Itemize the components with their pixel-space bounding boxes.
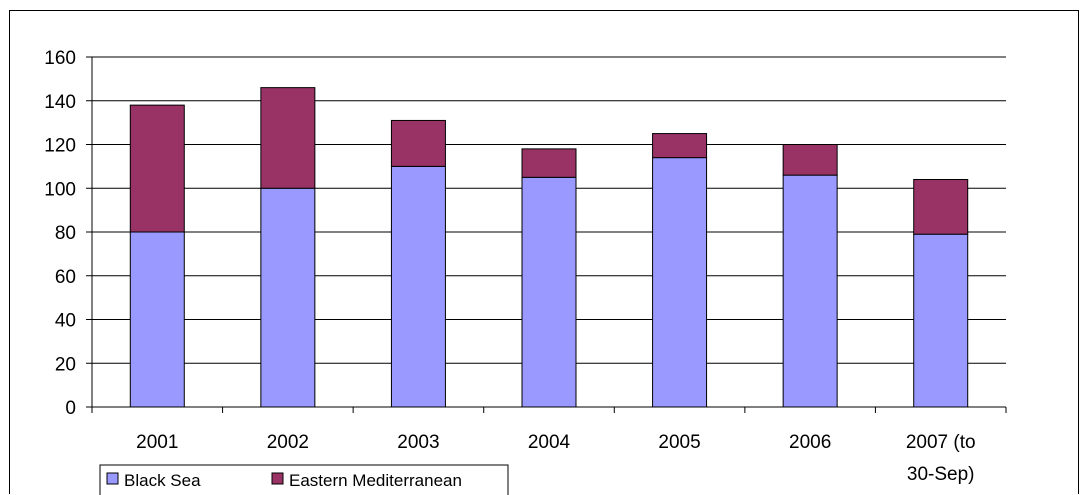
bar-eastern-mediterranean (390, 119, 446, 167)
bars (129, 87, 969, 408)
y-tick-label: 100 (44, 179, 76, 200)
y-tick-label: 0 (65, 398, 76, 419)
x-tick-label: 2004 (528, 432, 571, 453)
bar-black-sea (521, 176, 577, 408)
bar-eastern-mediterranean (521, 148, 577, 178)
bar-black-sea (260, 187, 316, 408)
x-tick-label: 2001 (136, 432, 178, 453)
legend-swatch (271, 472, 284, 485)
y-tick-label: 120 (44, 136, 76, 157)
y-tick-label: 60 (55, 267, 76, 288)
bar-eastern-mediterranean (913, 179, 969, 235)
legend-label: Eastern Mediterranean (289, 471, 462, 490)
x-tick-label: 2006 (789, 432, 831, 453)
y-tick-label: 80 (55, 223, 76, 244)
x-tick-label: 2003 (397, 432, 439, 453)
bar-black-sea (652, 157, 708, 408)
bar-black-sea (129, 231, 185, 408)
bar-black-sea (390, 165, 446, 408)
x-tick-label: 30-Sep) (907, 464, 975, 485)
x-tick-label: 2007 (to (906, 432, 976, 453)
y-tick-label: 40 (55, 311, 76, 332)
y-tick-label: 140 (44, 92, 76, 113)
bar-eastern-mediterranean (129, 104, 185, 233)
bar-eastern-mediterranean (782, 144, 838, 176)
legend-box (99, 464, 509, 495)
y-tick-label: 20 (55, 354, 76, 375)
legend-swatch (106, 472, 119, 485)
bar-eastern-mediterranean (652, 133, 708, 159)
axes: 0 20 40 60 80 100 120 140 160 2001 2002 2003 2004 200… (44, 48, 1007, 485)
bar-black-sea (782, 174, 838, 408)
x-tick-label: 2005 (658, 432, 700, 453)
y-tick-label: 160 (44, 48, 76, 69)
legend: Black Sea Eastern Mediterranean (99, 464, 509, 495)
x-tick-label: 2002 (267, 432, 309, 453)
bar-eastern-mediterranean (260, 87, 316, 189)
bar-black-sea (913, 233, 969, 408)
legend-label: Black Sea (124, 471, 201, 490)
